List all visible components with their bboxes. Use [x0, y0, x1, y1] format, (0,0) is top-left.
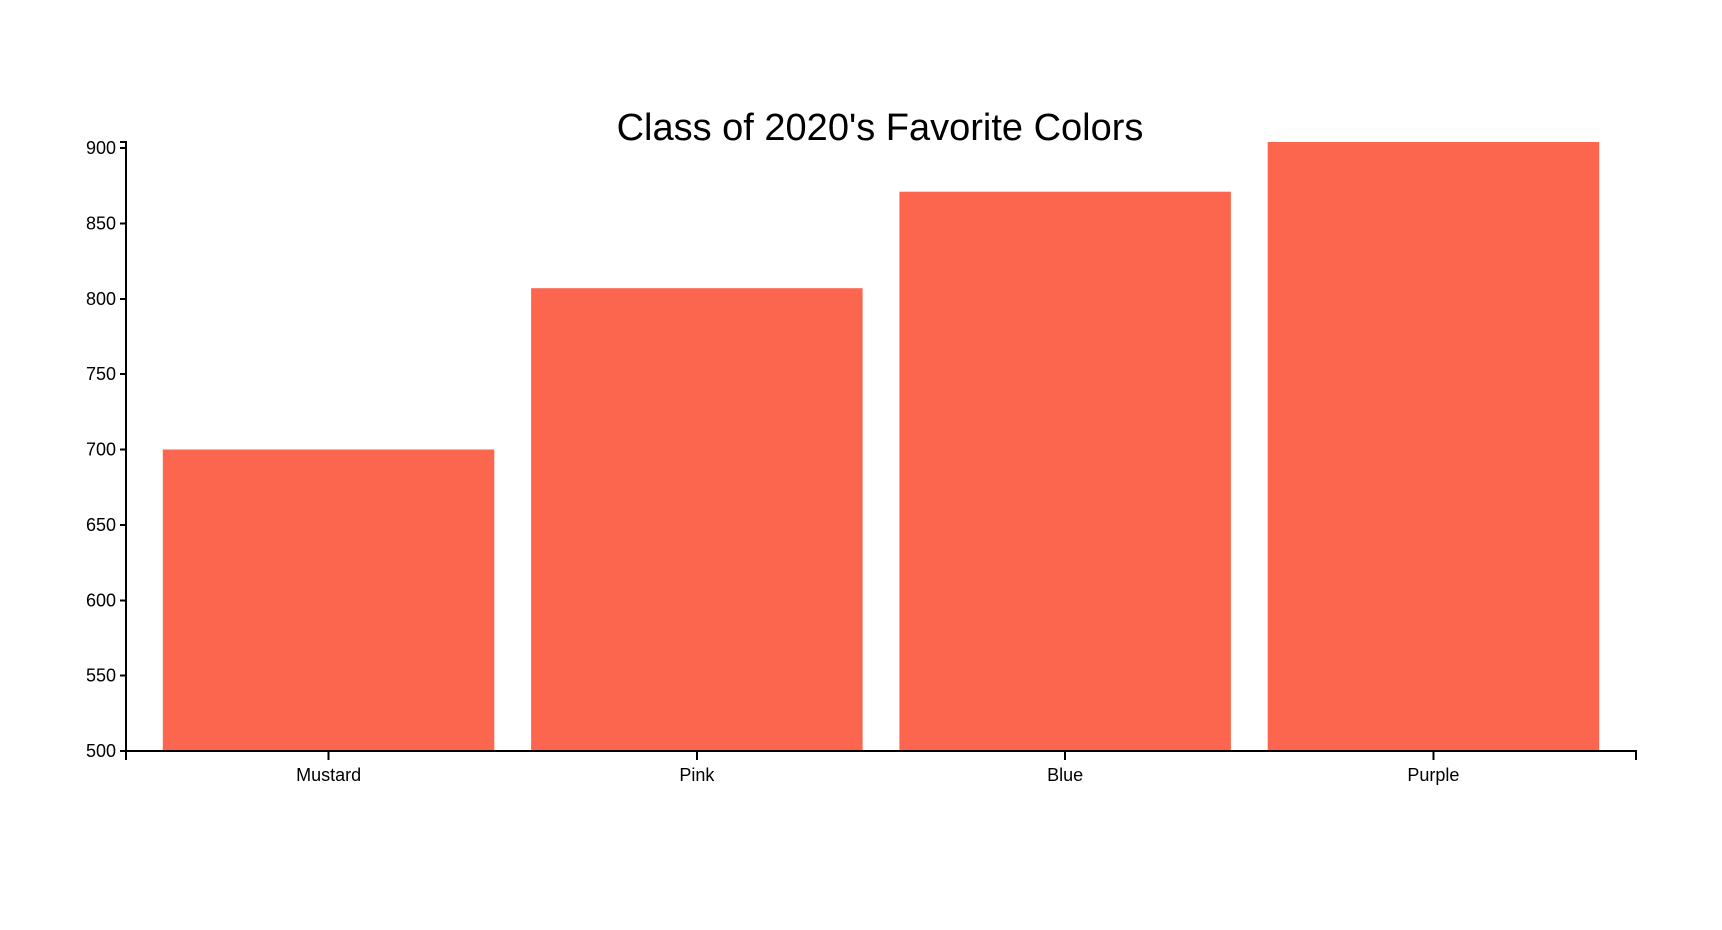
x-tick-label-purple: Purple: [1407, 765, 1459, 785]
y-tick-label: 850: [86, 213, 116, 233]
bar-pink: [531, 288, 863, 751]
x-axis-line: [125, 750, 1637, 760]
y-axis-line: [120, 141, 127, 752]
x-axis: Mustard Pink Blue Purple: [125, 750, 1637, 785]
y-tick-label: 500: [86, 741, 116, 761]
y-tick-label: 700: [86, 440, 116, 460]
bar-mustard: [162, 449, 495, 751]
chart-title: Class of 2020's Favorite Colors: [617, 107, 1144, 149]
y-tick-label: 650: [86, 515, 116, 535]
y-tick-label: 750: [86, 364, 116, 384]
y-axis: 500 550 600 650 700 750 800 850 900: [86, 138, 127, 761]
bar-blue: [899, 191, 1231, 751]
bars-group: [162, 142, 1600, 751]
x-tick-label-pink: Pink: [679, 765, 715, 785]
bar-purple: [1267, 142, 1600, 751]
x-tick-label-blue: Blue: [1047, 765, 1083, 785]
y-tick-label: 550: [86, 666, 116, 686]
x-tick-label-mustard: Mustard: [296, 765, 361, 785]
y-tick-label: 900: [86, 138, 116, 158]
y-tick-label: 800: [86, 289, 116, 309]
y-tick-label: 600: [86, 590, 116, 610]
